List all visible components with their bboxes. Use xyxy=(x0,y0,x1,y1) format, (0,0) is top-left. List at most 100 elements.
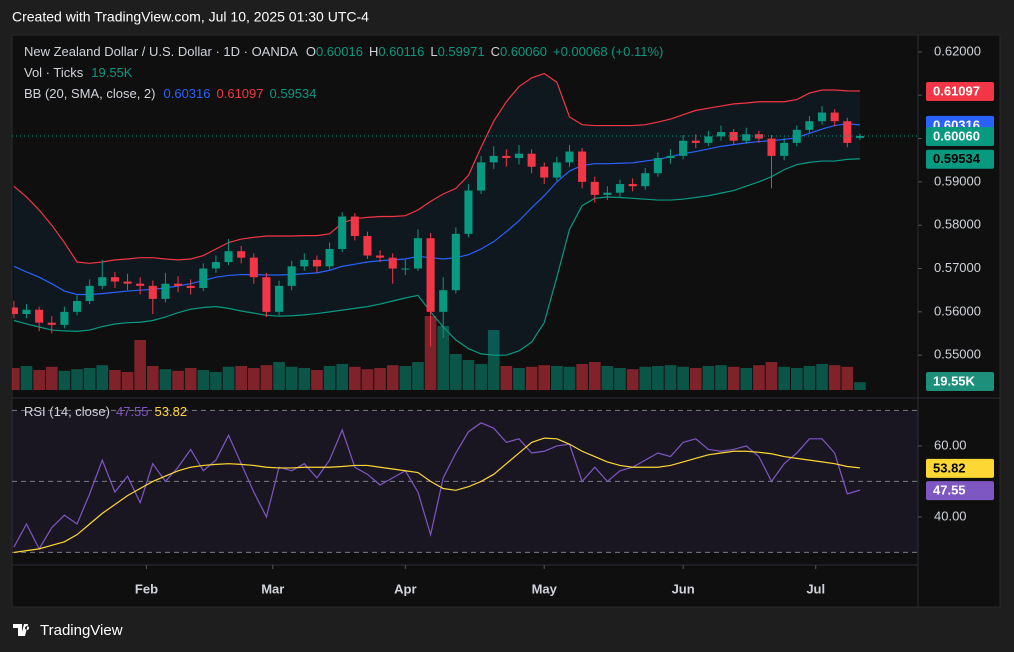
volume-bar xyxy=(96,365,109,390)
candle-body xyxy=(439,290,448,312)
volume-bar xyxy=(349,366,361,390)
candle-body xyxy=(312,259,321,267)
candle-body xyxy=(35,309,44,323)
watermark: Created with TradingView.com, Jul 10, 20… xyxy=(12,9,369,25)
volume-bar xyxy=(159,369,172,390)
x-tick-label: Jun xyxy=(672,581,695,596)
x-tick-label: May xyxy=(532,581,558,596)
volume-bar xyxy=(424,316,437,390)
volume-bar xyxy=(790,368,803,390)
candle-body xyxy=(224,251,233,263)
volume-bar xyxy=(45,366,58,390)
volume-bar xyxy=(386,365,399,390)
volume-bar xyxy=(134,340,146,390)
volume-bar xyxy=(298,368,311,390)
volume-bar xyxy=(71,369,83,390)
volume-bar xyxy=(500,366,513,390)
candle-body xyxy=(237,251,246,258)
candle-body xyxy=(691,140,700,143)
rsi-tag-box xyxy=(926,481,994,501)
volume-bar xyxy=(702,366,715,390)
candle-body xyxy=(830,112,839,122)
candle-body xyxy=(767,138,776,156)
tradingview-logo xyxy=(13,624,30,636)
candle-body xyxy=(704,136,713,143)
volume-bar xyxy=(58,370,71,390)
candle-body xyxy=(540,166,549,178)
y-tick-label: 0.58000 xyxy=(934,217,981,232)
candle-body xyxy=(426,238,435,312)
legend-item: 0.60060 xyxy=(500,44,547,59)
y-tick-label: 0.62000 xyxy=(934,43,981,58)
volume-bar xyxy=(601,366,614,390)
volume-bar xyxy=(109,370,121,390)
legend-item: 19.55K xyxy=(91,65,133,80)
candle-body xyxy=(742,134,751,141)
volume-bar xyxy=(412,362,424,390)
y-tick-label: 0.56000 xyxy=(934,303,981,318)
candle-body xyxy=(123,281,132,284)
candle-body xyxy=(628,184,637,187)
legend-item: 53.82 xyxy=(155,404,188,419)
volume-bar xyxy=(184,368,197,390)
volume-tag-box xyxy=(926,372,994,391)
volume-bar xyxy=(689,368,702,390)
volume-bar xyxy=(222,366,235,390)
candle-body xyxy=(287,266,296,286)
volume-bar xyxy=(197,370,210,390)
candle-body xyxy=(578,151,587,182)
volume-bar xyxy=(172,370,184,390)
candle-body xyxy=(679,140,688,156)
volume-bar xyxy=(399,366,412,390)
candle-body xyxy=(211,262,220,269)
legend-item: C xyxy=(491,44,500,59)
rsi-y-tick-label: 40.00 xyxy=(934,508,967,523)
candle-body xyxy=(653,158,662,174)
candle-body xyxy=(47,322,56,325)
candle-body xyxy=(477,162,486,191)
rsi-tag: 47.55 xyxy=(933,483,966,498)
rsi-y-tick-label: 60.00 xyxy=(934,437,967,452)
bb-lower xyxy=(13,158,860,356)
volume-bar xyxy=(475,364,487,390)
rsi-line xyxy=(13,422,861,551)
volume-bar xyxy=(664,365,677,390)
volume-bar xyxy=(336,364,349,390)
volume-bar xyxy=(437,326,450,390)
volume-bar xyxy=(778,366,790,390)
candle-body xyxy=(590,181,599,195)
candle-body xyxy=(275,285,284,312)
candle-body xyxy=(338,216,347,250)
legend-item: New Zealand Dollar / U.S. Dollar · 1D · … xyxy=(24,44,298,59)
x-tick-label: Feb xyxy=(135,581,158,596)
candle-body xyxy=(843,121,852,143)
volume-bar xyxy=(83,368,96,390)
candle-body xyxy=(401,268,410,270)
main-pane xyxy=(12,72,866,390)
candle-body xyxy=(615,184,625,193)
price-tag: 0.60060 xyxy=(933,128,980,143)
candle-body xyxy=(148,285,157,299)
bb-upper-tag: 0.61097 xyxy=(933,83,980,98)
candle-body xyxy=(72,301,82,312)
rsi-ma-tag-box xyxy=(926,458,994,478)
x-tick-label: Mar xyxy=(261,581,284,596)
candle-body xyxy=(300,259,309,267)
volume-bar xyxy=(803,366,816,390)
volume-tag: 19.55K xyxy=(933,373,976,388)
price-tag-box xyxy=(926,126,994,146)
candle-body xyxy=(641,173,650,187)
volume-bar xyxy=(12,368,20,390)
candle-body xyxy=(98,277,107,286)
volume-bar xyxy=(210,372,222,390)
volume-bar xyxy=(285,366,298,390)
legend-item: 0.61097 xyxy=(217,86,264,101)
candle-body xyxy=(489,155,498,163)
volume-bar xyxy=(816,364,828,390)
rsi-legend: RSI (14, close) 47.55 53.82 xyxy=(24,404,187,419)
volume-bar xyxy=(841,366,854,390)
chart-area xyxy=(11,34,1001,608)
candle-body xyxy=(136,283,145,286)
candle-body xyxy=(350,216,359,237)
